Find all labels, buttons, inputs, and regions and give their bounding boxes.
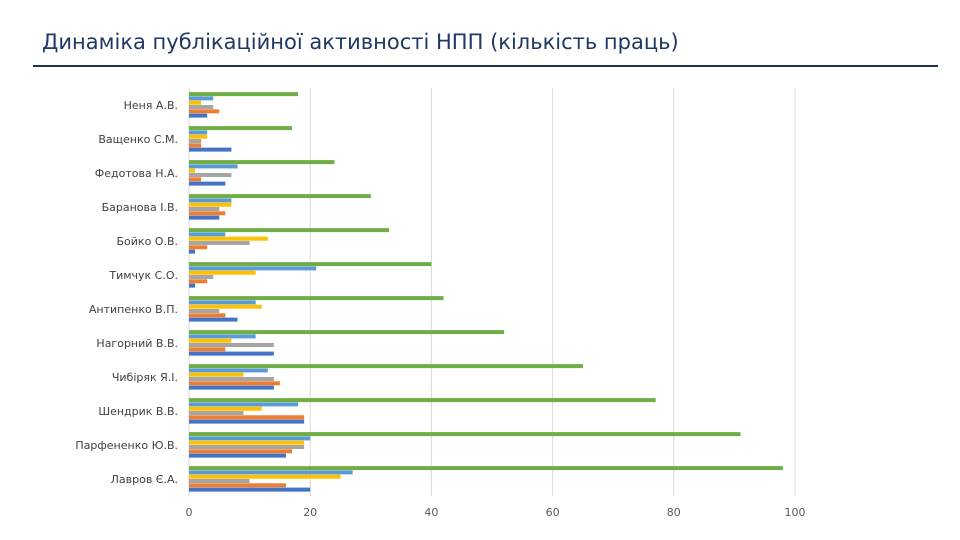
bar	[189, 241, 250, 245]
bar	[189, 304, 262, 309]
bar	[189, 207, 220, 211]
bar	[189, 338, 232, 343]
bar	[189, 139, 202, 143]
bar	[189, 487, 311, 492]
bar	[189, 283, 196, 288]
bar	[189, 202, 232, 207]
category-label: Ващенко С.М.	[98, 133, 178, 146]
x-tick-label: 100	[785, 506, 806, 519]
bar	[189, 466, 783, 471]
bar	[189, 279, 208, 284]
bar	[189, 402, 299, 407]
bar	[189, 105, 214, 109]
bar	[189, 168, 196, 173]
bar	[189, 449, 293, 454]
bar	[189, 364, 583, 369]
bar	[189, 194, 371, 199]
bar	[189, 147, 232, 152]
bar	[189, 173, 232, 177]
bar	[189, 470, 353, 475]
category-label: Федотова Н.А.	[95, 167, 178, 180]
bar	[189, 164, 238, 169]
bar	[189, 372, 244, 377]
x-tick-label: 0	[186, 506, 193, 519]
bar	[189, 398, 656, 403]
bar	[189, 92, 299, 97]
bar	[189, 215, 220, 220]
bar	[189, 330, 505, 335]
bar	[189, 419, 305, 424]
x-tick-label: 80	[667, 506, 681, 519]
bar	[189, 300, 256, 305]
category-label: Неня А.В.	[124, 99, 178, 112]
bar	[189, 381, 280, 386]
bar	[189, 309, 220, 313]
bar	[189, 245, 208, 250]
bar	[189, 385, 274, 390]
bar	[189, 126, 293, 131]
bar	[189, 317, 238, 322]
category-label: Бойко О.В.	[117, 235, 179, 248]
bar	[189, 334, 256, 339]
bar	[189, 415, 305, 420]
bar	[189, 181, 226, 186]
bar	[189, 406, 262, 411]
bar	[189, 96, 214, 101]
bar	[189, 249, 196, 254]
bar	[189, 177, 202, 182]
category-label: Антипенко В.П.	[89, 303, 178, 316]
bar	[189, 432, 741, 437]
bar	[189, 411, 244, 415]
x-tick-label: 60	[546, 506, 560, 519]
x-tick-label: 20	[303, 506, 317, 519]
bar	[189, 211, 226, 216]
bar	[189, 351, 274, 356]
bar	[189, 130, 208, 135]
bar	[189, 228, 389, 233]
bar	[189, 474, 341, 479]
bar	[189, 266, 317, 271]
bar	[189, 368, 268, 373]
bar	[189, 377, 274, 381]
category-label: Шендрик В.В.	[98, 405, 178, 418]
bar	[189, 275, 214, 279]
bar	[189, 453, 286, 458]
bar	[189, 343, 274, 347]
slide-title: Динаміка публікаційної активності НПП (к…	[42, 30, 679, 54]
bar	[189, 347, 226, 352]
x-tick-label: 40	[424, 506, 438, 519]
bar	[189, 100, 202, 105]
bar	[189, 436, 311, 441]
bar	[189, 113, 208, 118]
title-underline	[33, 65, 938, 67]
bar	[189, 270, 256, 275]
category-label: Лавров Є.А.	[111, 473, 178, 486]
category-label: Нагорний В.В.	[96, 337, 178, 350]
category-label: Баранова І.В.	[102, 201, 178, 214]
bar	[189, 445, 305, 449]
category-label: Тимчук С.О.	[108, 269, 178, 282]
bar	[189, 143, 202, 148]
bar	[189, 109, 220, 114]
category-label: Парфененко Ю.В.	[75, 439, 178, 452]
category-label: Чибіряк Я.І.	[112, 371, 178, 384]
bar	[189, 134, 208, 139]
bar	[189, 479, 250, 483]
bar	[189, 296, 444, 301]
bar	[189, 262, 432, 267]
bar	[189, 232, 226, 237]
bar	[189, 160, 335, 165]
bar	[189, 483, 286, 488]
bar	[189, 440, 305, 445]
bar	[189, 313, 226, 318]
bar	[189, 236, 268, 241]
bar	[189, 198, 232, 203]
